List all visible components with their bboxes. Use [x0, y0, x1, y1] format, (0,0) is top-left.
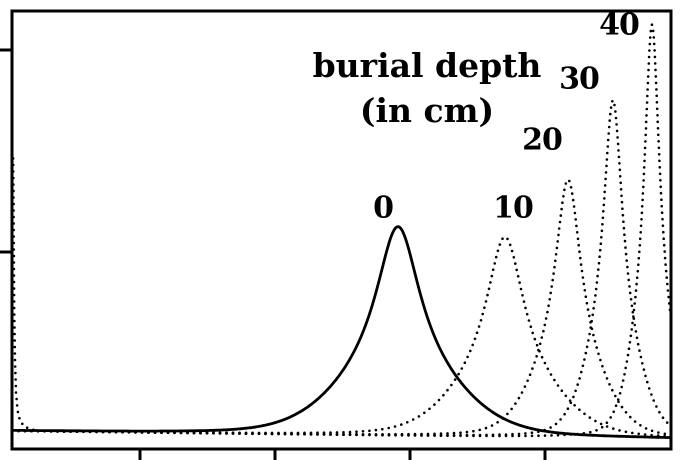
- curve-dotted-left-edge-spike: [13, 157, 35, 432]
- curve-solid-depth-0: [13, 225, 670, 439]
- axis-ticks: [0, 48, 547, 460]
- curve-dotted-depth-10: [17, 237, 666, 438]
- curve-dotted-depth-20: [17, 179, 667, 436]
- plot-area: [13, 23, 670, 439]
- curve-dotted-depth-30: [17, 100, 669, 437]
- axis-frame: [10, 9, 673, 451]
- curve-dotted-depth-40: [17, 23, 670, 438]
